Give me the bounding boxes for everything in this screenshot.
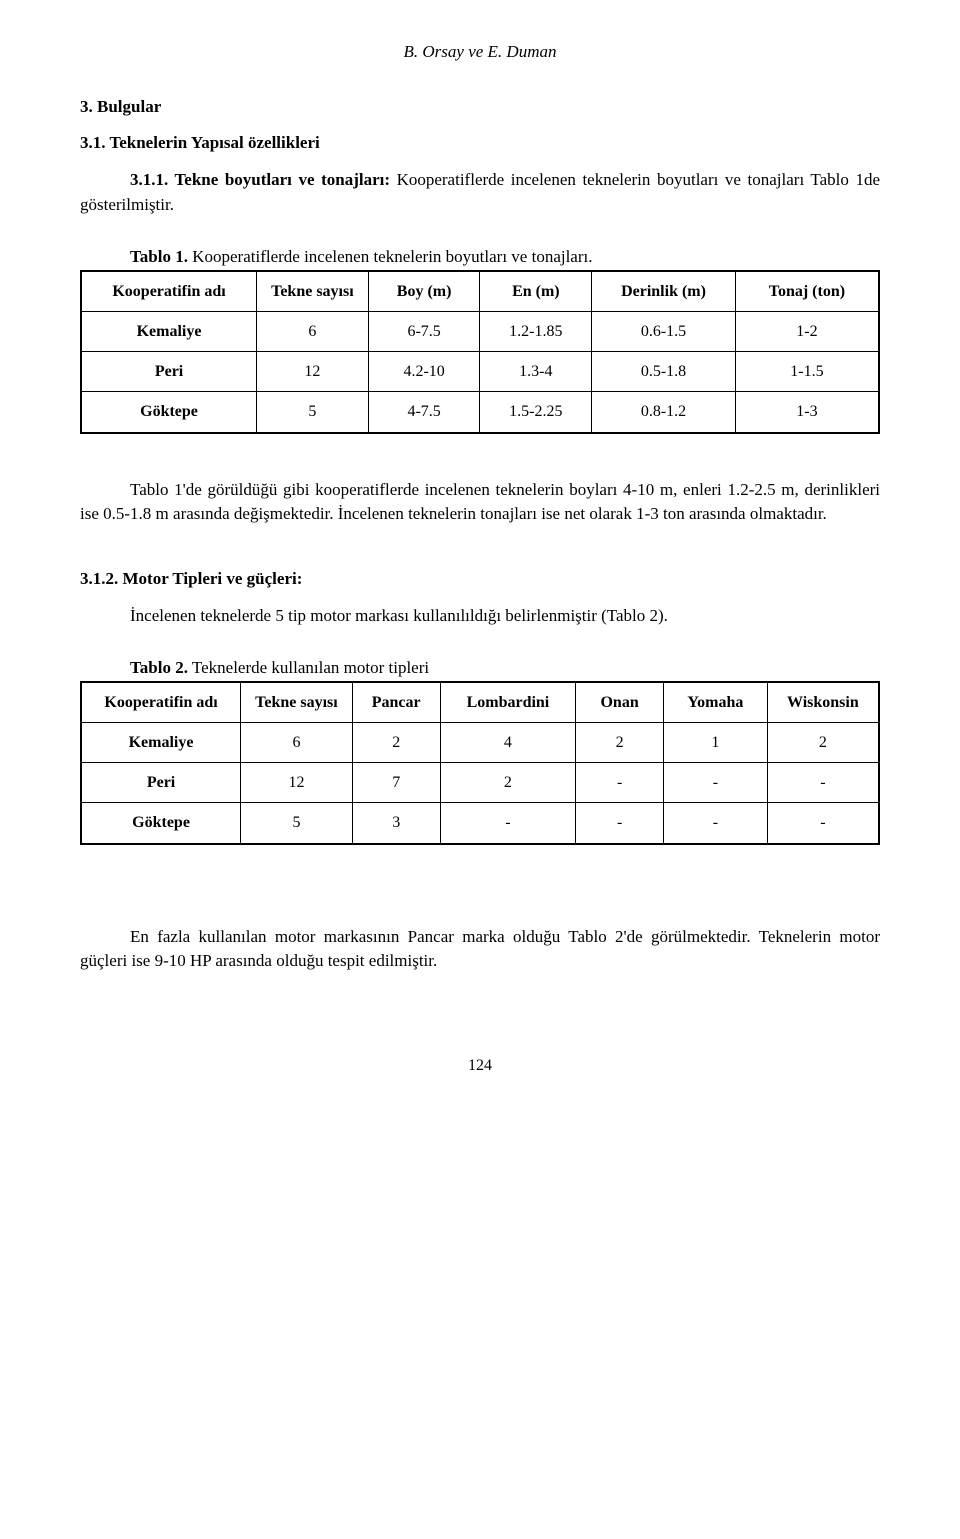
table-row: Kemaliye66-7.51.2-1.850.6-1.51-2 <box>81 312 879 352</box>
table-2-col-6: Wiskonsin <box>767 682 879 723</box>
table-2-cell-r2-c2: 3 <box>352 803 440 844</box>
table-2: Kooperatifin adıTekne sayısıPancarLombar… <box>80 681 880 845</box>
table-2-cell-r0-c1: 6 <box>241 722 353 762</box>
tablo2-caption: Tablo 2. Teknelerde kullanılan motor tip… <box>130 656 880 681</box>
tablo1-caption-bold: Tablo 1. <box>130 247 188 266</box>
table-2-cell-r0-c6: 2 <box>767 722 879 762</box>
table-1-header-row: Kooperatifin adıTekne sayısıBoy (m)En (m… <box>81 271 879 312</box>
table-row: Kemaliye624212 <box>81 722 879 762</box>
table-1-cell-r1-c1: 12 <box>257 352 369 392</box>
table-2-cell-r0-c3: 4 <box>440 722 576 762</box>
tablo1-caption-rest: Kooperatiflerde incelenen teknelerin boy… <box>188 247 593 266</box>
table-1-cell-r1-c2: 4.2-10 <box>368 352 480 392</box>
table-2-col-3: Lombardini <box>440 682 576 723</box>
table-2-cell-r1-c5: - <box>664 763 768 803</box>
table-1-col-3: En (m) <box>480 271 592 312</box>
table-2-cell-r0-c5: 1 <box>664 722 768 762</box>
table-1-cell-r2-c5: 1-3 <box>735 392 879 433</box>
table-1-cell-r0-c2: 6-7.5 <box>368 312 480 352</box>
table-1-cell-r0-c4: 0.6-1.5 <box>592 312 736 352</box>
table-2-col-1: Tekne sayısı <box>241 682 353 723</box>
tablo2-caption-rest: Teknelerde kullanılan motor tipleri <box>188 658 429 677</box>
table-2-cell-r2-c1: 5 <box>241 803 353 844</box>
tablo1-caption: Tablo 1. Kooperatiflerde incelenen tekne… <box>80 245 880 270</box>
table-2-cell-r2-c0: Göktepe <box>81 803 241 844</box>
section-3-1-title: 3.1. Teknelerin Yapısal özellikleri <box>80 131 880 156</box>
table-2-cell-r2-c4: - <box>576 803 664 844</box>
table-2-col-2: Pancar <box>352 682 440 723</box>
table-row: Göktepe53---- <box>81 803 879 844</box>
para-3-1-1: 3.1.1. Tekne boyutları ve tonajları: Koo… <box>80 168 880 217</box>
page-number: 124 <box>80 1054 880 1077</box>
table-2-cell-r1-c4: - <box>576 763 664 803</box>
table-row: Peri1272--- <box>81 763 879 803</box>
table-1-cell-r2-c0: Göktepe <box>81 392 257 433</box>
tablo2-caption-bold: Tablo 2. <box>130 658 188 677</box>
table-2-cell-r1-c0: Peri <box>81 763 241 803</box>
section-3-title: 3. Bulgular <box>80 95 880 120</box>
table-1-cell-r2-c2: 4-7.5 <box>368 392 480 433</box>
tablo2-discussion: En fazla kullanılan motor markasının Pan… <box>80 925 880 974</box>
table-1-cell-r1-c4: 0.5-1.8 <box>592 352 736 392</box>
table-2-col-4: Onan <box>576 682 664 723</box>
table-2-cell-r1-c1: 12 <box>241 763 353 803</box>
table-2-header-row: Kooperatifin adıTekne sayısıPancarLombar… <box>81 682 879 723</box>
table-1-cell-r1-c5: 1-1.5 <box>735 352 879 392</box>
table-1-col-1: Tekne sayısı <box>257 271 369 312</box>
table-2-cell-r2-c3: - <box>440 803 576 844</box>
table-2-cell-r0-c4: 2 <box>576 722 664 762</box>
para-3-1-1-inline-title: 3.1.1. Tekne boyutları ve tonajları: <box>130 170 390 189</box>
table-2-cell-r2-c5: - <box>664 803 768 844</box>
table-2-wrap: Kooperatifin adıTekne sayısıPancarLombar… <box>80 681 880 845</box>
table-1-wrap: Kooperatifin adıTekne sayısıBoy (m)En (m… <box>80 270 880 434</box>
table-1-col-4: Derinlik (m) <box>592 271 736 312</box>
table-1-cell-r2-c1: 5 <box>257 392 369 433</box>
table-1-cell-r1-c0: Peri <box>81 352 257 392</box>
table-1-col-0: Kooperatifin adı <box>81 271 257 312</box>
table-2-cell-r1-c3: 2 <box>440 763 576 803</box>
table-row: Göktepe54-7.51.5-2.250.8-1.21-3 <box>81 392 879 433</box>
table-2-col-0: Kooperatifin adı <box>81 682 241 723</box>
page-header-authors: B. Orsay ve E. Duman <box>80 40 880 65</box>
table-2-cell-r1-c6: - <box>767 763 879 803</box>
section-3-1-2-title: 3.1.2. Motor Tipleri ve güçleri: <box>80 567 880 592</box>
table-1: Kooperatifin adıTekne sayısıBoy (m)En (m… <box>80 270 880 434</box>
table-1-col-2: Boy (m) <box>368 271 480 312</box>
table-1-col-5: Tonaj (ton) <box>735 271 879 312</box>
tablo1-discussion: Tablo 1'de görüldüğü gibi kooperatiflerd… <box>80 478 880 527</box>
table-1-cell-r2-c3: 1.5-2.25 <box>480 392 592 433</box>
table-2-cell-r0-c2: 2 <box>352 722 440 762</box>
table-1-cell-r0-c0: Kemaliye <box>81 312 257 352</box>
table-2-cell-r2-c6: - <box>767 803 879 844</box>
table-1-cell-r0-c1: 6 <box>257 312 369 352</box>
table-1-cell-r2-c4: 0.8-1.2 <box>592 392 736 433</box>
table-2-cell-r0-c0: Kemaliye <box>81 722 241 762</box>
table-row: Peri124.2-101.3-40.5-1.81-1.5 <box>81 352 879 392</box>
table-2-cell-r1-c2: 7 <box>352 763 440 803</box>
table-1-cell-r0-c5: 1-2 <box>735 312 879 352</box>
para-3-1-2-text: İncelenen teknelerde 5 tip motor markası… <box>80 604 880 629</box>
table-2-col-5: Yomaha <box>664 682 768 723</box>
table-1-cell-r0-c3: 1.2-1.85 <box>480 312 592 352</box>
table-1-cell-r1-c3: 1.3-4 <box>480 352 592 392</box>
